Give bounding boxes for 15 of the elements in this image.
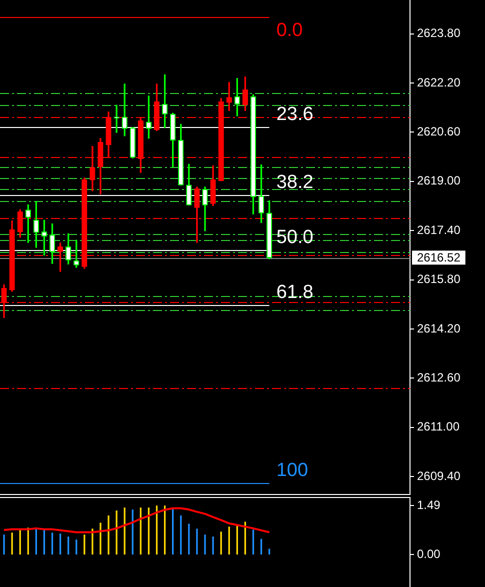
y-tick-label: 2623.80 xyxy=(417,26,461,40)
y-tick-label: 2609.40 xyxy=(417,468,461,483)
y-tick-label: 2612.60 xyxy=(417,370,461,384)
y-tick-label: 2622.20 xyxy=(417,75,461,90)
y-tick-label: 2614.20 xyxy=(417,321,461,336)
y-tick-label: 2617.40 xyxy=(417,222,461,237)
y-tick-label: 2615.80 xyxy=(417,272,461,286)
ref-line-label: 100 xyxy=(276,460,308,481)
y-tick-label: 0.00 xyxy=(417,547,441,562)
ref-line-label: 2616.52 xyxy=(417,250,461,264)
y-tick-label: 2611.00 xyxy=(417,420,460,434)
y-tick-label: 1.49 xyxy=(417,498,441,512)
y-tick-label: 2619.00 xyxy=(417,174,461,188)
ref-line-label: 0.0 xyxy=(276,20,303,41)
y-tick-label: 2620.60 xyxy=(417,124,461,139)
